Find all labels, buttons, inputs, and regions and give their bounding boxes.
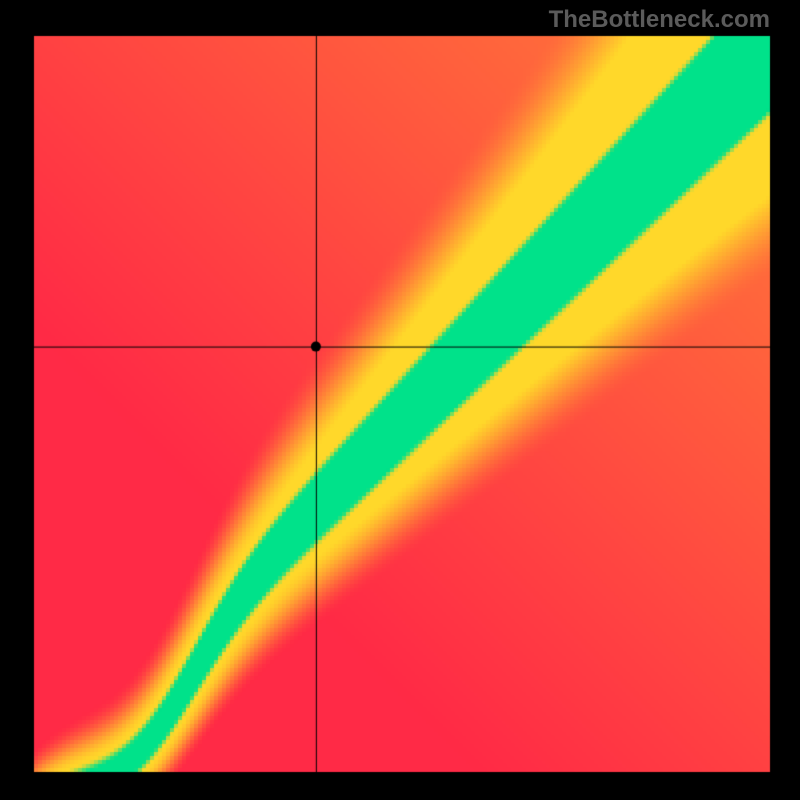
watermark-text: TheBottleneck.com xyxy=(549,6,770,34)
chart-container: TheBottleneck.com xyxy=(0,0,800,800)
bottleneck-heatmap xyxy=(0,0,800,800)
